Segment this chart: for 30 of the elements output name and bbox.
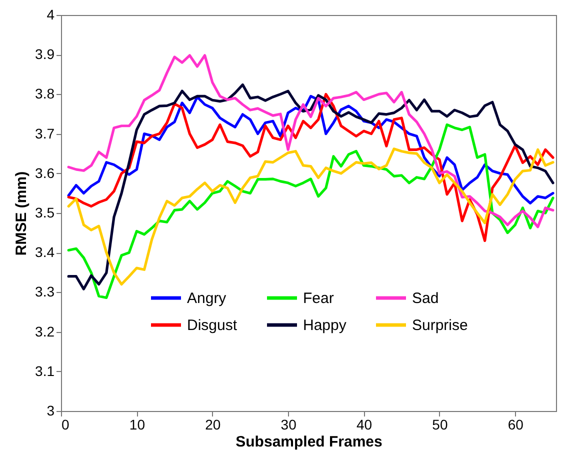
line-series bbox=[67, 148, 554, 286]
y-tick-label: 3.1 bbox=[35, 362, 55, 379]
x-axis-title: Subsampled Frames bbox=[236, 434, 382, 450]
y-tick-label: 3.2 bbox=[35, 323, 55, 340]
legend-label: Disgust bbox=[187, 317, 238, 334]
x-tick-label: 60 bbox=[508, 416, 524, 432]
line-series bbox=[67, 83, 554, 290]
y-tick-label: 3.3 bbox=[35, 284, 55, 300]
legend-label: Angry bbox=[187, 290, 227, 307]
y-tick-label: 3.9 bbox=[35, 46, 55, 62]
y-tick-label: 3.4 bbox=[35, 244, 55, 260]
legend-label: Happy bbox=[303, 317, 347, 334]
y-tick-label: 3.6 bbox=[35, 164, 55, 181]
y-tick-label: 3.7 bbox=[35, 125, 55, 142]
y-tick-label: 3 bbox=[46, 402, 55, 418]
x-tick-label: 0 bbox=[62, 416, 70, 432]
y-axis-title: RMSE (mm) bbox=[13, 171, 30, 256]
x-tick-label: 30 bbox=[280, 416, 297, 432]
x-tick-label: 50 bbox=[432, 416, 448, 432]
x-tick-label: 40 bbox=[356, 416, 372, 432]
y-tick-label: 4 bbox=[46, 6, 55, 22]
legend-label: Surprise bbox=[412, 317, 468, 334]
x-tick-label: 20 bbox=[205, 416, 221, 432]
legend-label: Fear bbox=[303, 290, 334, 307]
y-tick-label: 3.8 bbox=[35, 86, 55, 102]
line-series bbox=[67, 92, 554, 242]
x-tick-label: 10 bbox=[129, 416, 146, 432]
line-series bbox=[67, 54, 554, 228]
legend-label: Sad bbox=[412, 290, 439, 307]
y-tick-label: 3.5 bbox=[35, 204, 55, 220]
